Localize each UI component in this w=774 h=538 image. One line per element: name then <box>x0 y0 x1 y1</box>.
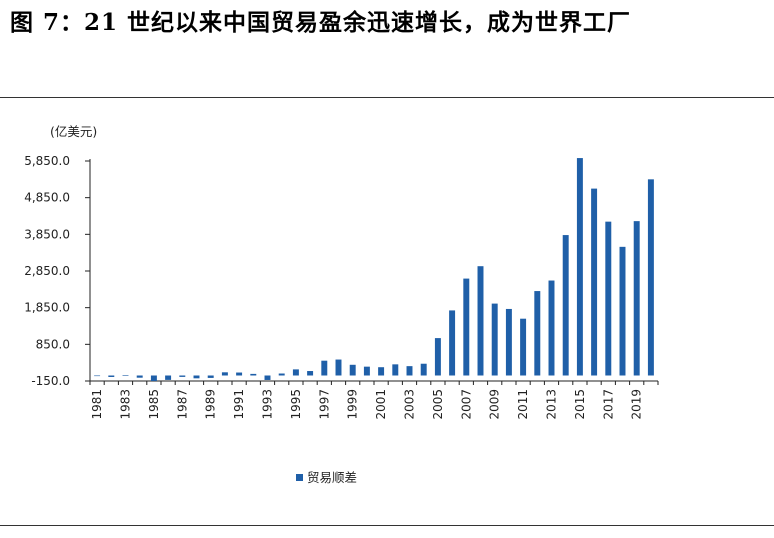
bar-1997 <box>321 360 328 376</box>
bar-2015 <box>576 158 583 376</box>
x-tick-label: 1985 <box>147 389 161 420</box>
bar-2014 <box>562 235 569 376</box>
x-tick-label: 2013 <box>545 389 559 420</box>
bar-1985 <box>150 375 157 381</box>
bar-1990 <box>221 372 228 376</box>
y-tick-label: 850.0 <box>36 337 70 351</box>
bar-2005 <box>434 338 441 376</box>
legend-label: 贸易顺差 <box>307 470 357 485</box>
bar-2010 <box>505 308 512 376</box>
x-tick-label: 1983 <box>119 389 133 420</box>
bar-1994 <box>278 373 285 376</box>
bar-1992 <box>250 373 257 376</box>
bar-1999 <box>349 364 356 376</box>
x-tick-label: 2005 <box>431 389 445 420</box>
bar-1987 <box>179 375 186 377</box>
bar-2016 <box>591 188 598 376</box>
x-tick-label: 2003 <box>403 389 417 420</box>
x-tick-label: 1997 <box>317 389 331 420</box>
bar-1988 <box>193 375 200 379</box>
x-axis: 1981 1983 1985 1987 1989 1991 1993 1995 1997 1999… <box>89 380 659 420</box>
x-tick-label: 2011 <box>516 389 530 420</box>
bar-2003 <box>406 366 413 376</box>
bar-2012 <box>534 291 541 376</box>
bar-2018 <box>619 246 626 376</box>
x-tick-label: 1987 <box>175 389 189 420</box>
y-tick-label: 2,850.0 <box>24 264 70 278</box>
figure-title: 图 7：21 世纪以来中国贸易盈余迅速增长，成为世界工厂 <box>10 9 632 36</box>
x-tick-label: 2015 <box>573 389 587 420</box>
bar-2013 <box>548 280 555 376</box>
bar-2007 <box>463 278 470 376</box>
x-tick-label: 1991 <box>232 389 246 420</box>
bar-1991 <box>236 372 243 376</box>
x-tick-label: 1989 <box>204 389 218 420</box>
bar-2019 <box>633 221 640 376</box>
bar-2004 <box>420 363 427 376</box>
y-axis-unit-label: (亿美元) <box>50 124 97 139</box>
bar-2009 <box>491 303 498 376</box>
legend-swatch <box>296 474 303 481</box>
bar-2008 <box>477 266 484 376</box>
bar-1982 <box>108 375 115 377</box>
y-tick-label: -150.0 <box>31 374 70 388</box>
bar-1996 <box>307 371 314 376</box>
x-tick-label: 1981 <box>90 389 104 420</box>
y-axis: -150.0 850.0 1,850.0 2,850.0 3,850.0 4,850.0 5… <box>24 154 91 388</box>
legend: 贸易顺差 <box>296 470 357 485</box>
x-tick-label: 1995 <box>289 389 303 420</box>
bar-2020 <box>647 179 654 376</box>
x-tick-label: 2007 <box>459 389 473 420</box>
bar-2001 <box>378 367 385 376</box>
bar-2011 <box>520 318 527 376</box>
bar-1993 <box>264 375 271 380</box>
x-tick-label: 1999 <box>346 389 360 420</box>
bar-2006 <box>449 310 456 376</box>
bar-2002 <box>392 364 399 376</box>
bottom-divider <box>0 525 774 526</box>
bar-1981 <box>94 375 101 377</box>
y-tick-label: 5,850.0 <box>24 154 70 168</box>
y-tick-label: 4,850.0 <box>24 191 70 205</box>
bar-1989 <box>207 375 214 378</box>
y-tick-label: 3,850.0 <box>24 227 70 241</box>
x-tick-label: 2001 <box>374 389 388 420</box>
x-tick-label: 1993 <box>261 389 275 420</box>
bar-series <box>94 158 654 381</box>
x-tick-label: 2019 <box>630 389 644 420</box>
y-tick-label: 1,850.0 <box>24 301 70 315</box>
top-divider <box>0 97 774 98</box>
bar-1998 <box>335 359 342 376</box>
bar-1995 <box>292 369 299 376</box>
trade-surplus-bar-chart: (亿美元) -150.0 850.0 1,850.0 2,850.0 3,850.0 4,… <box>24 124 659 485</box>
bar-1984 <box>136 375 143 378</box>
x-tick-label: 2009 <box>488 389 502 420</box>
bar-1983 <box>122 375 129 376</box>
x-tick-label: 2017 <box>601 389 615 420</box>
bar-2017 <box>605 221 612 376</box>
bar-1986 <box>165 375 172 380</box>
bar-2000 <box>363 366 370 376</box>
